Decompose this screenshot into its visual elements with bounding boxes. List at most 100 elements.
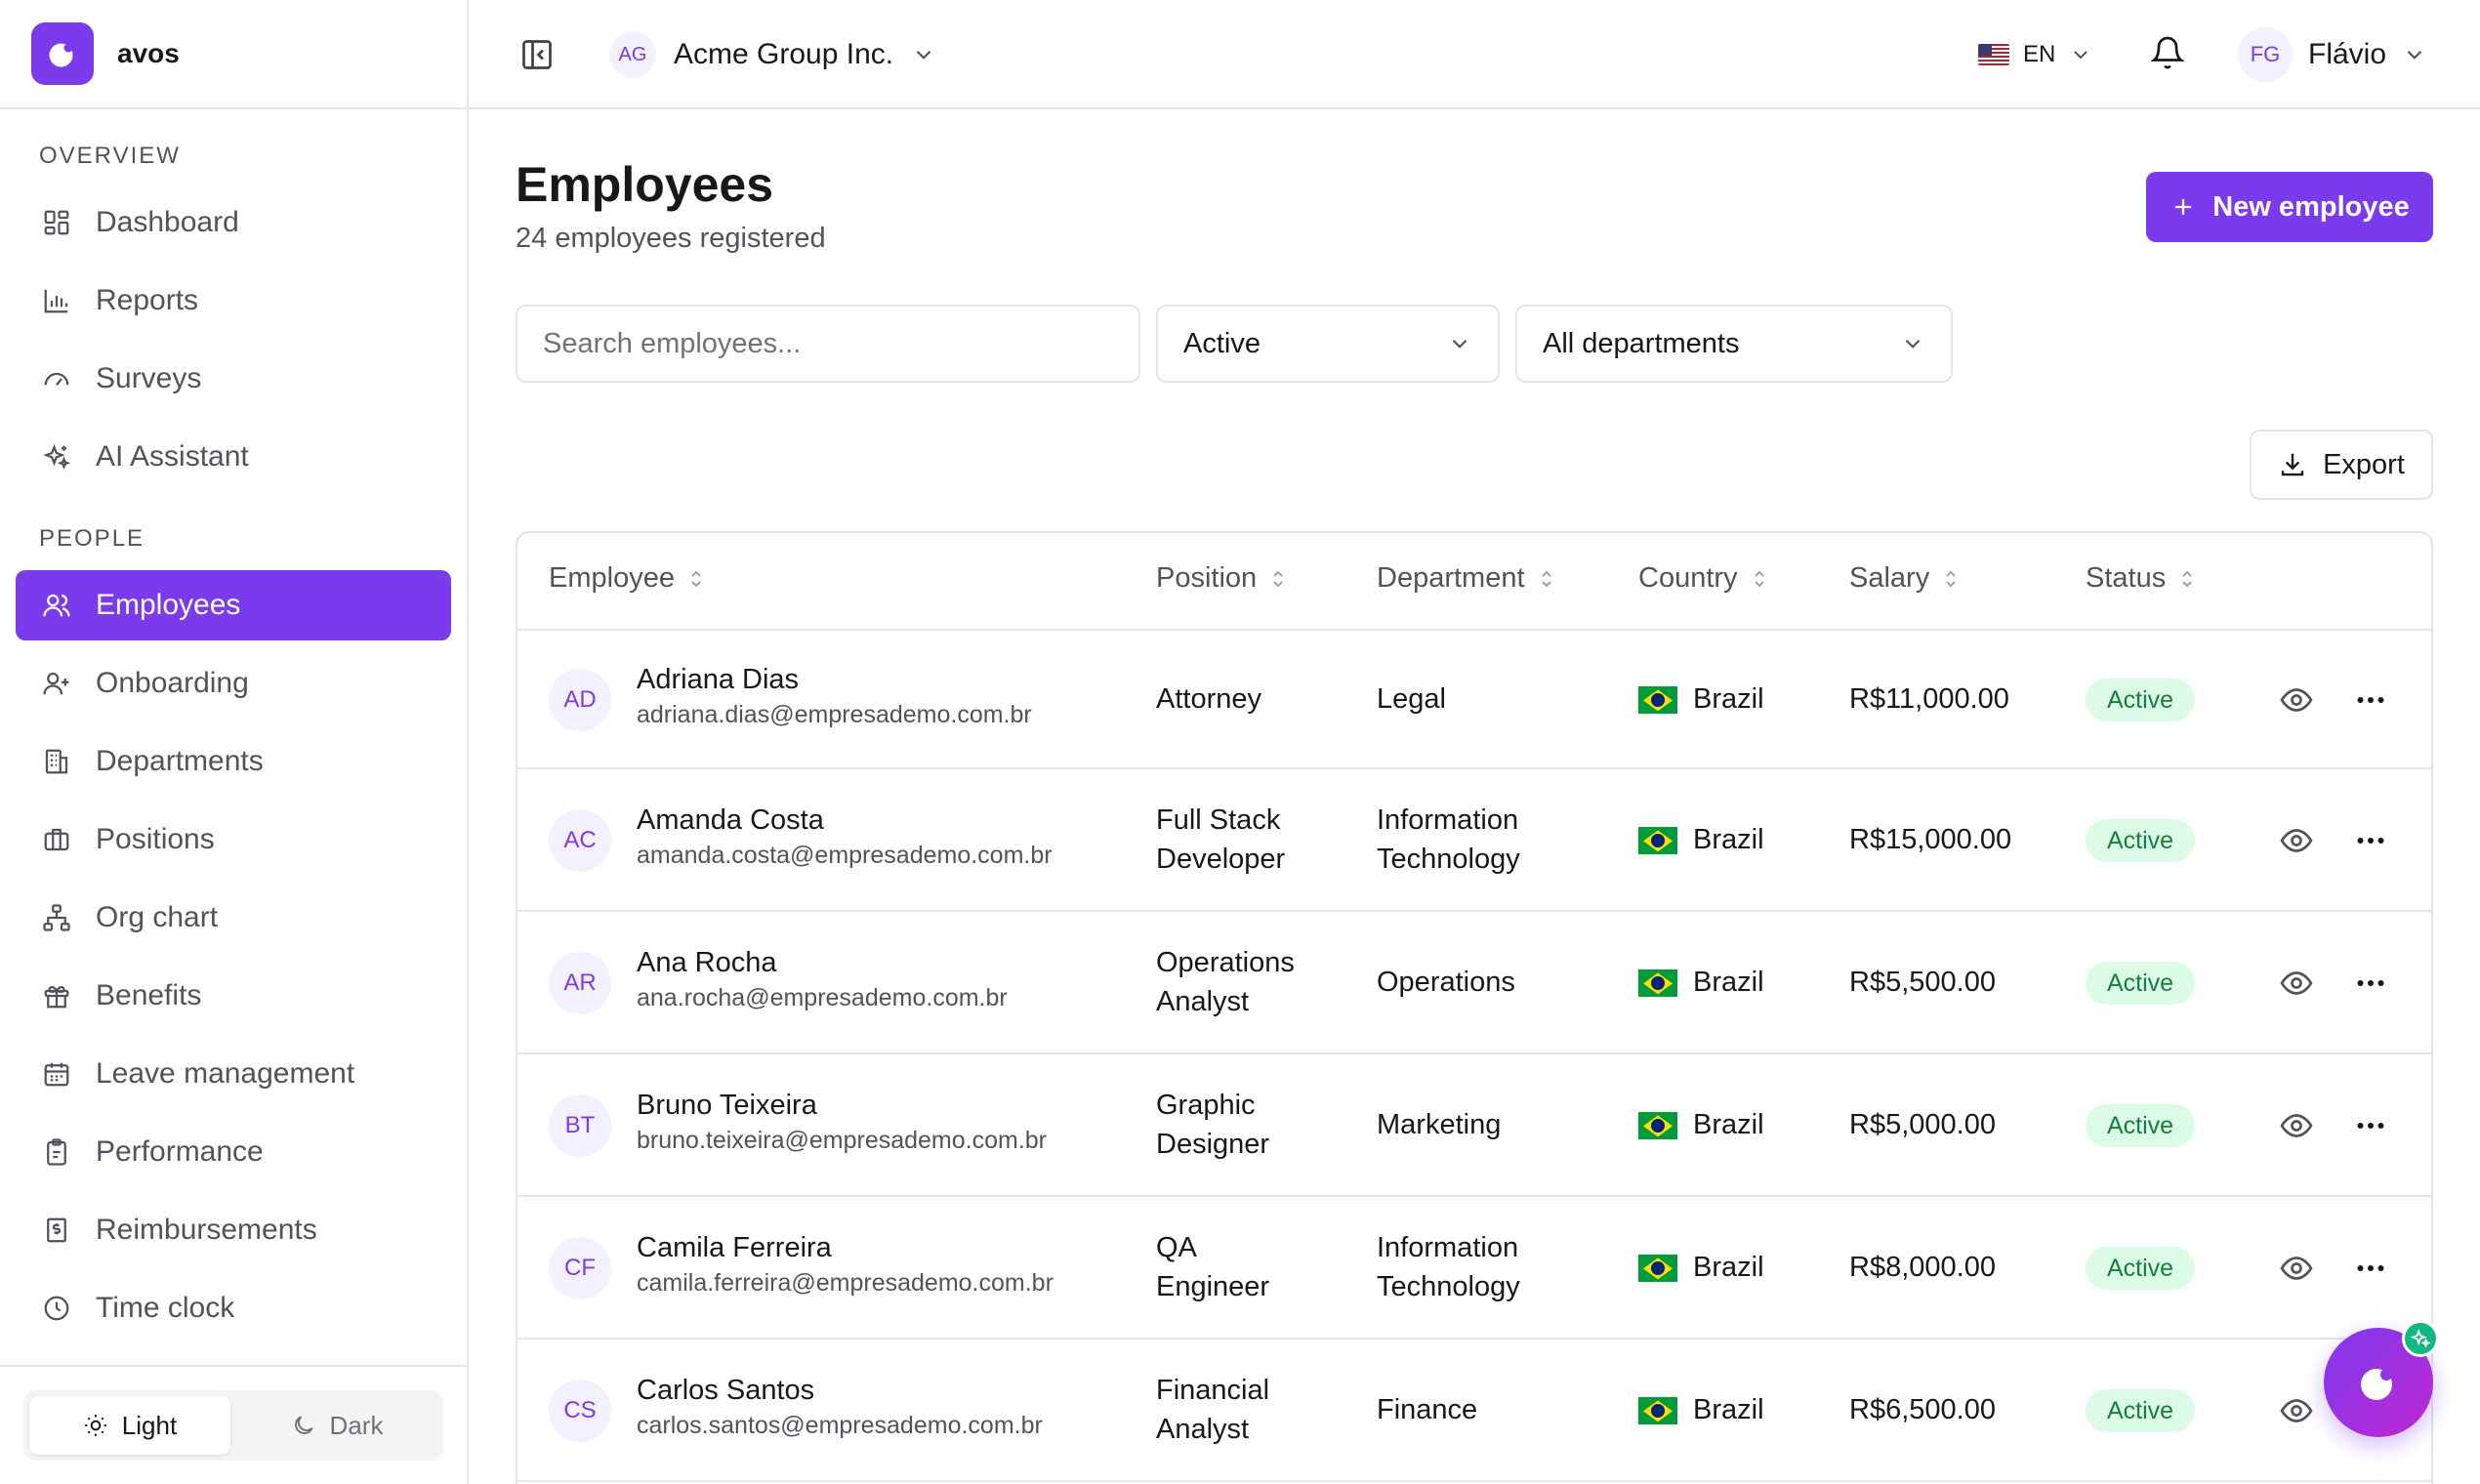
column-header-department[interactable]: Department — [1377, 562, 1556, 595]
more-options-icon[interactable] — [2353, 1251, 2388, 1286]
column-label: Employee — [549, 562, 675, 594]
theme-light-button[interactable]: Light — [29, 1396, 230, 1455]
status-badge: Active — [2086, 962, 2196, 1005]
sidebar-item-reimbursements[interactable]: Reimbursements — [16, 1195, 451, 1265]
country-name: Brazil — [1693, 1394, 1764, 1425]
dashboard-icon — [39, 205, 74, 240]
employee-name[interactable]: Adriana Dias — [637, 664, 800, 695]
avos-logo-icon[interactable] — [31, 22, 94, 85]
new-employee-button[interactable]: New employee — [2146, 172, 2433, 242]
sidebar-item-reports[interactable]: Reports — [16, 266, 451, 336]
country-name: Brazil — [1693, 1109, 1764, 1140]
search-input[interactable]: Search employees... — [516, 305, 1140, 383]
more-options-icon[interactable] — [2353, 823, 2388, 858]
employee-name[interactable]: Ana Rocha — [637, 947, 777, 978]
position-line: Full Stack — [1156, 804, 1281, 836]
table-row[interactable]: BT Bruno Teixeira bruno.teixeira@empresa… — [517, 1054, 2431, 1197]
employee-country: Brazil — [1638, 1105, 1764, 1144]
eye-icon[interactable] — [2279, 682, 2314, 718]
avos-logo-icon — [2355, 1359, 2402, 1406]
theme-dark-button[interactable]: Dark — [236, 1396, 437, 1455]
column-label: Country — [1638, 562, 1738, 594]
sidebar-item-label: Org chart — [96, 901, 219, 933]
column-label: Department — [1377, 562, 1525, 594]
language-selector[interactable]: EN — [1978, 35, 2092, 74]
export-button[interactable]: Export — [2250, 430, 2433, 500]
table-row[interactable]: AR Ana Rocha ana.rocha@empresademo.com.b… — [517, 912, 2431, 1054]
clipboard-icon — [39, 1134, 74, 1170]
sidebar-item-positions[interactable]: Positions — [16, 804, 451, 875]
download-icon — [2278, 450, 2307, 479]
sidebar-item-dashboard[interactable]: Dashboard — [16, 187, 451, 258]
sidebar-item-time-clock[interactable]: Time clock — [16, 1273, 451, 1343]
sidebar-item-org-chart[interactable]: Org chart — [16, 883, 451, 953]
employee-salary: R$6,500.00 — [1849, 1394, 1996, 1425]
position-line: Attorney — [1156, 683, 1261, 715]
sidebar-item-departments[interactable]: Departments — [16, 726, 451, 797]
eye-icon[interactable] — [2279, 1108, 2314, 1143]
column-header-country[interactable]: Country — [1638, 562, 1769, 595]
section-title-people: PEOPLE — [39, 525, 145, 552]
plus-icon — [2170, 193, 2197, 221]
user-menu[interactable]: FG Flávio — [2238, 27, 2427, 82]
sidebar-item-surveys[interactable]: Surveys — [16, 344, 451, 414]
column-header-employee[interactable]: Employee — [549, 562, 706, 595]
sidebar-item-employees[interactable]: Employees — [16, 570, 451, 640]
employee-country: Brazil — [1638, 820, 1764, 859]
table-row[interactable]: AD Adriana Dias adriana.dias@empresademo… — [517, 631, 2431, 769]
department-filter-select[interactable]: All departments — [1515, 305, 1953, 383]
employee-name[interactable]: Carlos Santos — [637, 1375, 815, 1406]
department-line: Marketing — [1377, 1109, 1502, 1140]
sparkles-icon — [39, 439, 74, 474]
language-code: EN — [2023, 41, 2056, 67]
briefcase-icon — [39, 822, 74, 857]
brazil-flag-icon — [1638, 827, 1677, 855]
position-line: Analyst — [1156, 986, 1250, 1017]
sidebar-item-label: Surveys — [96, 362, 202, 394]
more-options-icon[interactable] — [2353, 682, 2388, 718]
sidebar-item-ai-assistant[interactable]: AI Assistant — [16, 422, 451, 492]
page-title: Employees — [516, 157, 774, 212]
position-line: Engineer — [1156, 1271, 1270, 1302]
sidebar-item-onboarding[interactable]: Onboarding — [16, 648, 451, 719]
eye-icon[interactable] — [2279, 1393, 2314, 1428]
more-options-icon[interactable] — [2353, 966, 2388, 1001]
employee-email: amanda.costa@empresademo.com.br — [637, 842, 1053, 869]
sidebar-item-leave-management[interactable]: Leave management — [16, 1039, 451, 1109]
employee-name[interactable]: Camila Ferreira — [637, 1232, 832, 1263]
chevron-down-icon — [2069, 43, 2092, 66]
eye-icon[interactable] — [2279, 823, 2314, 858]
status-filter-value: Active — [1183, 327, 1261, 359]
building-icon — [39, 744, 74, 779]
organization-switcher[interactable]: AG Acme Group Inc. — [609, 29, 936, 80]
eye-icon[interactable] — [2279, 966, 2314, 1001]
column-label: Position — [1156, 562, 1258, 594]
sidebar-item-benefits[interactable]: Benefits — [16, 961, 451, 1031]
employee-position: Attorney — [1156, 680, 1261, 719]
table-row[interactable]: AC Amanda Costa amanda.costa@empresademo… — [517, 769, 2431, 912]
table-row[interactable]: CF Camila Ferreira camila.ferreira@empre… — [517, 1197, 2431, 1340]
user-name: Flávio — [2308, 38, 2387, 70]
employee-name[interactable]: Bruno Teixeira — [637, 1090, 817, 1121]
employee-avatar: CS — [549, 1380, 611, 1442]
employee-email: adriana.dias@empresademo.com.br — [637, 701, 1032, 728]
employee-position: Financial Analyst — [1156, 1371, 1269, 1449]
employee-avatar: BT — [549, 1094, 611, 1157]
more-options-icon[interactable] — [2353, 1108, 2388, 1143]
table-row[interactable]: CS Carlos Santos carlos.santos@empresade… — [517, 1340, 2431, 1482]
column-header-position[interactable]: Position — [1156, 562, 1288, 595]
employees-table: Employee Position Department Country Sal… — [516, 531, 2433, 1484]
sparkles-icon — [2402, 1320, 2439, 1357]
sidebar-item-performance[interactable]: Performance — [16, 1117, 451, 1187]
column-header-status[interactable]: Status — [2086, 562, 2197, 595]
status-filter-select[interactable]: Active — [1156, 305, 1500, 383]
department-line: Operations — [1377, 967, 1515, 998]
column-header-salary[interactable]: Salary — [1849, 562, 1961, 595]
employee-position: Full Stack Developer — [1156, 801, 1285, 879]
notifications-bell-icon[interactable] — [2150, 35, 2189, 74]
eye-icon[interactable] — [2279, 1251, 2314, 1286]
country-name: Brazil — [1693, 1252, 1764, 1283]
table-header: Employee Position Department Country Sal… — [517, 533, 2431, 631]
employee-name[interactable]: Amanda Costa — [637, 804, 824, 836]
sidebar-toggle-icon[interactable] — [519, 37, 555, 72]
